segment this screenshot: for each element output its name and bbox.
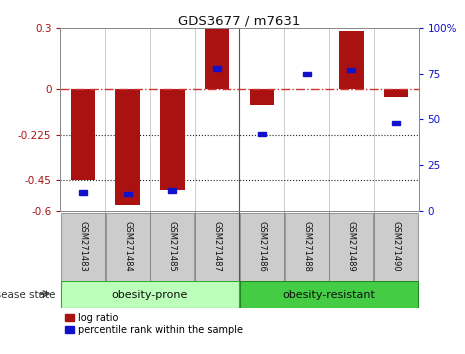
Bar: [168, 188, 176, 193]
Text: GSM271487: GSM271487: [213, 221, 222, 272]
Bar: [329, 213, 373, 281]
Bar: [195, 213, 239, 281]
Text: GSM271488: GSM271488: [302, 221, 311, 272]
Bar: [115, 89, 140, 205]
Legend: log ratio, percentile rank within the sample: log ratio, percentile rank within the sa…: [65, 313, 243, 335]
Text: GSM271483: GSM271483: [78, 221, 87, 272]
Bar: [213, 66, 221, 71]
Text: GSM271486: GSM271486: [257, 221, 266, 272]
Bar: [71, 89, 95, 180]
Bar: [79, 190, 87, 195]
Bar: [160, 89, 185, 190]
Text: disease state: disease state: [0, 290, 56, 300]
Bar: [374, 213, 418, 281]
Text: GSM271485: GSM271485: [168, 221, 177, 272]
Bar: [240, 281, 418, 308]
Bar: [285, 213, 329, 281]
Text: GSM271484: GSM271484: [123, 221, 132, 272]
Bar: [250, 89, 274, 105]
Bar: [106, 213, 150, 281]
Text: GSM271490: GSM271490: [392, 221, 401, 272]
Bar: [205, 28, 229, 89]
Bar: [61, 281, 239, 308]
Bar: [240, 213, 284, 281]
Bar: [339, 32, 364, 89]
Bar: [150, 213, 194, 281]
Bar: [303, 72, 311, 76]
Bar: [384, 89, 408, 97]
Bar: [61, 213, 105, 281]
Text: GSM271489: GSM271489: [347, 221, 356, 272]
Bar: [392, 121, 400, 125]
Bar: [124, 192, 132, 196]
Bar: [258, 132, 266, 136]
Bar: [347, 68, 355, 73]
Text: obesity-resistant: obesity-resistant: [283, 290, 375, 300]
Text: obesity-prone: obesity-prone: [112, 290, 188, 300]
Title: GDS3677 / m7631: GDS3677 / m7631: [178, 14, 301, 27]
